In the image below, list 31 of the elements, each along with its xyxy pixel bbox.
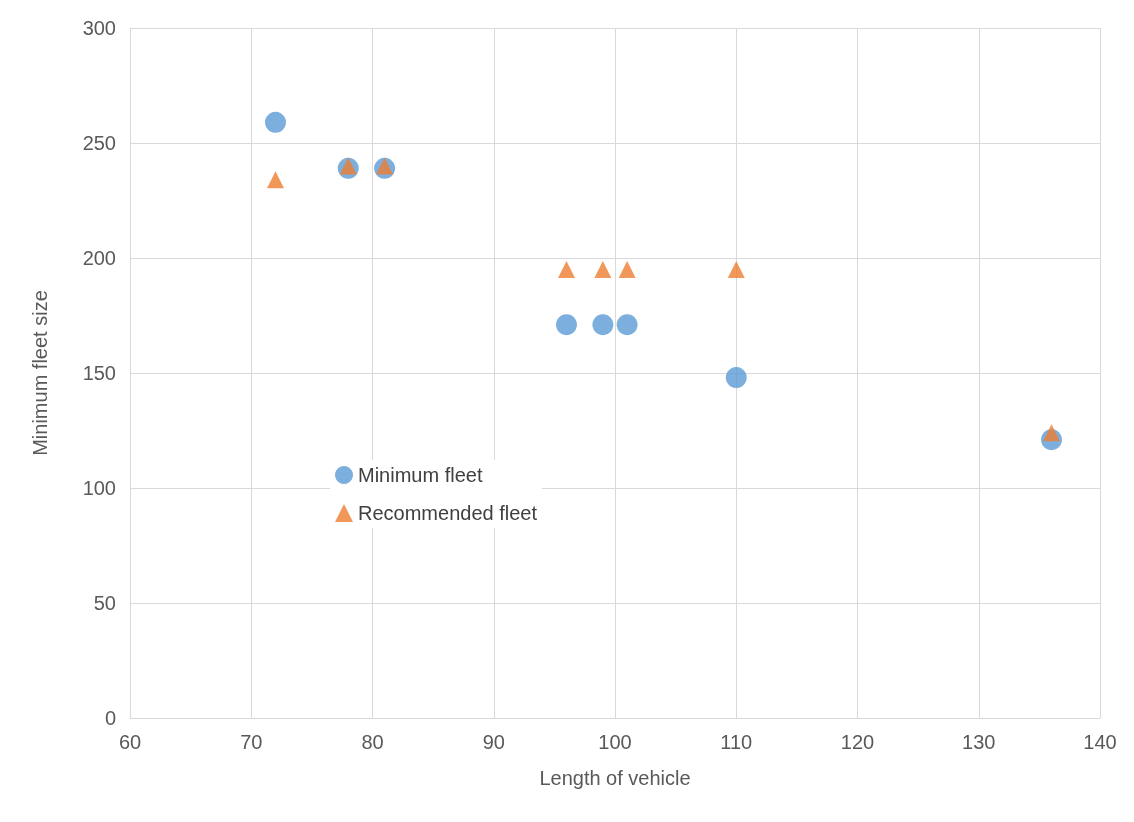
y-tick-label: 200 — [82, 247, 116, 269]
point — [616, 314, 638, 336]
x-tick-label: 120 — [840, 731, 875, 753]
x-axis-title: Length of vehicle — [539, 767, 691, 789]
point — [556, 314, 577, 336]
point — [618, 261, 636, 278]
y-tick-label: 250 — [82, 132, 116, 154]
point — [558, 261, 575, 278]
x-tick-label: 110 — [720, 731, 753, 753]
x-tick-label: 100 — [598, 731, 632, 753]
y-tick-label: 150 — [82, 362, 116, 384]
x-tick-label: 80 — [361, 731, 384, 753]
y-axis-title: Minimum fleet size — [29, 290, 51, 456]
point — [265, 111, 286, 133]
x-tick-label: 90 — [482, 731, 505, 753]
x-tick-label: 60 — [118, 731, 142, 753]
point — [267, 171, 284, 189]
x-tick-label: 70 — [240, 731, 263, 753]
point — [1043, 424, 1060, 442]
legend-label: Recommended fleet — [358, 502, 538, 524]
x-tick-label: 130 — [962, 731, 996, 753]
point — [594, 261, 612, 278]
point — [725, 367, 747, 389]
point — [592, 314, 614, 336]
x-tick-label: 140 — [1083, 731, 1117, 753]
point — [727, 261, 745, 278]
y-tick-label: 50 — [93, 592, 116, 614]
y-tick-label: 100 — [82, 477, 116, 499]
y-tick-label: 300 — [82, 17, 116, 39]
y-tick-label: 0 — [104, 707, 116, 729]
legend-label: Minimum fleet — [358, 464, 483, 486]
